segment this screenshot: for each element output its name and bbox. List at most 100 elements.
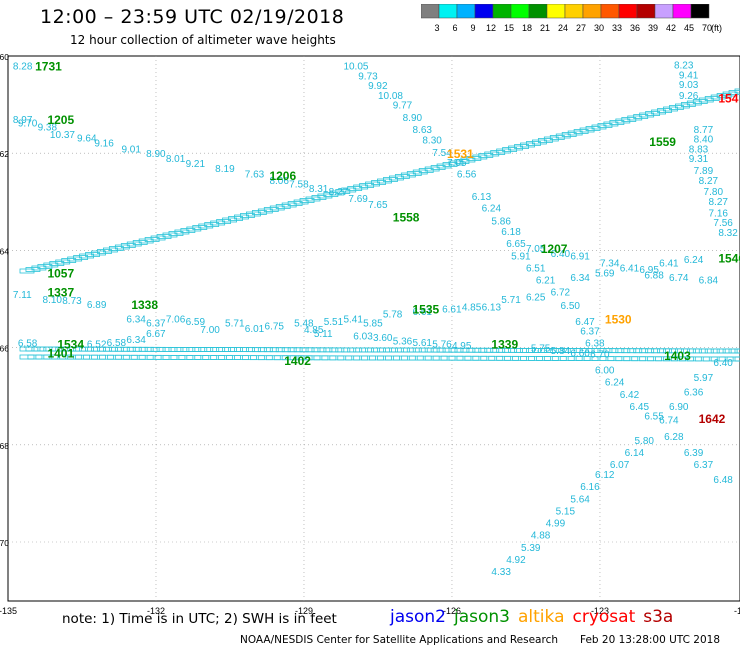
track-mark-long-ascending [73,255,89,260]
track-mark-lower-horizontal-2 [321,355,337,361]
wave-height-label: 5.48 [294,318,314,329]
track-mark-lower-horizontal-2 [400,355,416,361]
pass-time-label: 1731 [35,60,62,74]
track-mark-long-ascending [669,105,684,110]
track-mark-long-ascending [114,244,130,250]
track-mark-lower-horizontal-2 [686,356,702,362]
wave-height-label: 6.91 [570,251,590,262]
track-mark-long-ascending [103,247,118,253]
track-mark-lower-horizontal-2 [647,356,663,362]
track-mark-long-ascending [180,228,196,233]
track-mark-long-ascending [621,117,637,122]
wave-height-label: 9.03 [679,80,699,91]
track-mark-long-ascending [645,111,661,116]
track-mark-long-ascending [365,181,380,187]
wave-height-label: 5.75 [531,344,551,355]
track-mark-lower-horizontal-2 [424,355,440,361]
wave-height-label: 7.16 [708,208,728,219]
track-mark-lower-horizontal-2 [678,356,694,362]
wave-height-label: 6.74 [659,416,679,427]
track-mark-lower-horizontal [734,348,740,354]
track-mark-long-ascending [257,208,273,214]
track-mark-lower-horizontal-2 [567,356,583,361]
track-mark-lower-horizontal-2 [408,355,424,361]
track-mark-long-ascending [389,175,404,181]
track-mark-lower-horizontal-2 [440,355,456,361]
wave-height-label: 6.34 [126,335,146,346]
track-mark-long-ascending [639,112,655,118]
wave-height-label: 7.63 [245,170,265,181]
scale-unit: (ft) [711,23,722,33]
wave-height-label: 5.78 [383,310,403,321]
scale-label: 6 [452,23,457,33]
track-mark-long-ascending [61,258,77,263]
track-mark-lower-horizontal-2 [186,355,202,360]
wave-height-label: 8.77 [694,125,714,136]
track-mark-long-ascending [216,219,232,224]
track-mark-long-ascending [603,121,619,127]
track-mark-lower-horizontal-2 [353,355,369,361]
wave-height-label: 9.26 [679,91,699,102]
scale-label: 24 [558,23,568,33]
track-mark-long-ascending [198,223,214,229]
scale-label: 33 [612,23,622,33]
pass-time-label: 1558 [393,210,420,224]
track-mark-long-ascending [436,163,452,169]
wave-height-label: 8.63 [413,125,433,136]
track-mark-lower-horizontal-2 [575,356,591,361]
wave-height-label: 5.84 [551,346,571,357]
track-mark-long-ascending [287,201,303,206]
track-mark-lower-horizontal-2 [210,355,226,360]
lat-label: -64 [0,246,9,256]
wave-height-label: 6.59 [186,317,206,328]
wave-height-label: 6.50 [560,301,580,312]
wave-height-label: 6.47 [575,317,595,328]
track-mark-long-ascending [490,150,506,155]
track-mark-lower-horizontal-2 [257,355,273,361]
pass-time-label: 1057 [47,266,74,280]
track-mark-lower-horizontal-2 [226,355,241,360]
track-mark-long-ascending [281,202,297,208]
pass-time-label: 1540 [718,252,740,266]
track-mark-lower-horizontal-2 [694,356,710,362]
wave-height-label: 6.37 [694,460,714,471]
track-mark-lower-horizontal-2 [631,356,647,362]
wave-height-label: 6.36 [684,387,704,398]
track-mark-long-ascending [323,192,339,197]
track-mark-long-ascending [240,213,255,218]
track-mark-long-ascending [371,180,386,185]
footnote: note: 1) Time is in UTC; 2) SWH is in fe… [62,611,337,627]
track-mark-long-ascending [55,259,71,265]
track-mark-lower-horizontal-2 [623,356,639,362]
wave-height-label: 6.07 [610,460,630,471]
pass-time-label: 1339 [491,338,518,352]
pass-time-label: 1207 [541,242,568,256]
wave-height-label: 10.08 [378,91,403,102]
track-mark-lower-horizontal-2 [138,354,154,360]
track-mark-long-ascending [150,235,166,241]
track-mark-lower-horizontal-2 [194,355,210,360]
wave-height-label: 9.73 [358,71,378,82]
wave-height-label: 6.61 [413,307,433,318]
track-mark-long-ascending [532,139,547,145]
track-mark-long-ascending [686,100,702,106]
wave-height-label: 9.77 [393,101,413,112]
track-mark-lower-horizontal-2 [162,354,178,360]
wave-height-label: 6.90 [669,402,689,413]
track-mark-long-ascending [549,135,565,140]
wave-height-label: 7.56 [713,218,733,229]
track-mark-long-ascending [412,169,428,175]
track-mark-lower-horizontal-2 [520,355,535,361]
wave-height-label: 6.24 [482,204,502,215]
wave-height-label: 8.27 [708,197,728,208]
track-mark-long-ascending [67,256,83,262]
track-mark-long-ascending [394,174,410,179]
wave-height-label: 6.16 [580,482,600,493]
track-mark-lower-horizontal-2 [385,355,400,361]
pass-time-label: 1338 [131,298,158,312]
wave-height-label: 6.84 [699,276,719,287]
wave-height-label: 8.90 [403,113,423,124]
track-mark-long-ascending [299,198,315,203]
track-mark-long-ascending [335,189,351,194]
track-mark-long-ascending [329,190,345,196]
